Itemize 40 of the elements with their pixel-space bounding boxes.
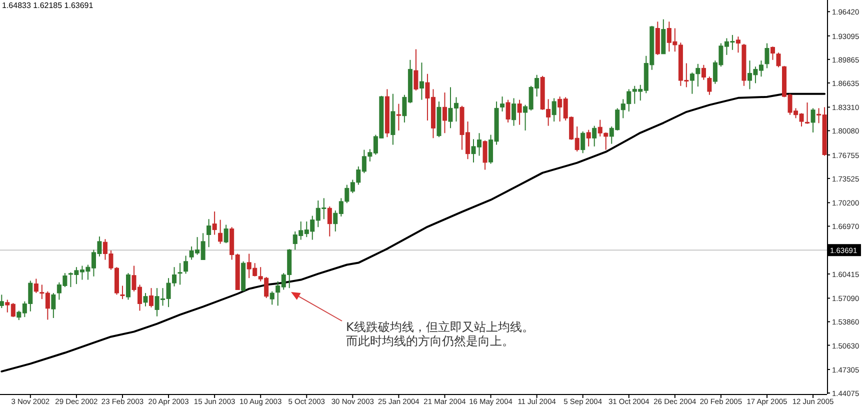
annotation: K线跌破均线，但立即又站上均线。 bbox=[346, 320, 534, 334]
candlestick bbox=[512, 98, 516, 126]
candlestick bbox=[270, 290, 274, 306]
candlestick bbox=[442, 92, 447, 134]
candlestick bbox=[51, 292, 56, 319]
candlestick bbox=[224, 224, 228, 244]
candlestick bbox=[419, 62, 424, 100]
candlestick bbox=[126, 272, 130, 300]
candlestick bbox=[482, 140, 488, 170]
candlestick bbox=[776, 52, 781, 68]
candlestick bbox=[580, 130, 586, 154]
candlestick bbox=[552, 98, 556, 122]
candlestick bbox=[414, 48, 418, 91]
candlestick bbox=[120, 285, 125, 300]
candlestick bbox=[586, 129, 591, 147]
candlestick bbox=[390, 93, 396, 146]
candlestick bbox=[178, 262, 182, 286]
candlestick bbox=[143, 292, 148, 307]
candlestick bbox=[810, 108, 816, 133]
candlestick bbox=[517, 99, 522, 126]
candlestick bbox=[701, 64, 706, 80]
annotation: 而此时均线的方向仍然是向上。 bbox=[346, 334, 514, 348]
candlestick bbox=[206, 218, 212, 248]
candlestick bbox=[506, 99, 510, 123]
annotation: 1.64833 1.62185 1.63691 bbox=[2, 1, 94, 10]
candlestick bbox=[805, 102, 810, 124]
candlestick bbox=[764, 42, 770, 69]
candlestick bbox=[212, 211, 217, 236]
candlestick bbox=[396, 103, 401, 131]
candlestick bbox=[736, 36, 740, 54]
candlestick bbox=[592, 125, 597, 147]
candlestick bbox=[34, 278, 38, 294]
candlestick bbox=[184, 255, 188, 274]
candlestick bbox=[149, 288, 154, 308]
candlestick bbox=[0, 294, 4, 309]
candlestick bbox=[500, 96, 505, 112]
candlestick bbox=[218, 219, 223, 244]
candlestick bbox=[707, 76, 712, 96]
candlestick bbox=[770, 46, 775, 60]
candlestick bbox=[327, 206, 332, 237]
